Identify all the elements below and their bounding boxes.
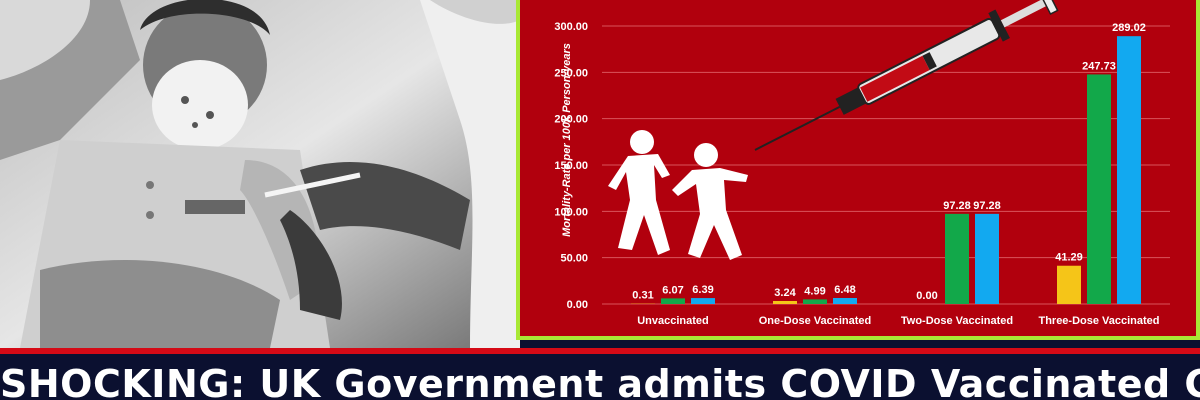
- photo-syringe-icon: [264, 172, 361, 198]
- y-axis-label: Mortality-Rate per 100k Person-years: [561, 43, 573, 237]
- bar: [833, 297, 857, 304]
- y-tick-label: 0.00: [567, 299, 588, 311]
- bar: [691, 298, 715, 304]
- data-label: 0.31: [632, 290, 653, 302]
- data-label: 6.48: [834, 284, 855, 296]
- adult-mask-icon: [0, 0, 90, 80]
- data-label: 41.29: [1055, 252, 1083, 264]
- bar: [773, 300, 797, 304]
- data-label: 0.00: [916, 290, 937, 302]
- vaccination-photo: [0, 0, 520, 348]
- children-silhouette-icon: [608, 130, 748, 260]
- bar: [1117, 36, 1141, 304]
- headline: SHOCKING: UK Government admits COVID Vac…: [0, 362, 1200, 400]
- y-tick-label: 100.00: [554, 206, 588, 218]
- x-category-label: Three-Dose Vaccinated: [1038, 315, 1159, 327]
- x-axis-categories: Unvaccinated One-Dose Vaccinated Two-Dose …: [637, 315, 1159, 327]
- data-label: 6.07: [662, 284, 683, 296]
- data-label: 3.24: [774, 287, 796, 299]
- mortality-chart-panel: 0.00 50.00 100.00 150.00 200.00 250.00 300.00 …: [516, 0, 1200, 340]
- x-category-label: Unvaccinated: [637, 315, 709, 327]
- syringe-icon: [754, 0, 1059, 151]
- child-face-mask-icon: [152, 60, 248, 150]
- y-tick-label: 50.00: [560, 253, 588, 265]
- data-label: 97.28: [943, 200, 971, 212]
- data-label: 97.28: [973, 200, 1001, 212]
- vaccination-photo-illustration: [0, 0, 520, 348]
- nurse-mask-icon: [430, 0, 520, 24]
- data-labels: 0.31 6.07 6.39 3.24 4.99 6.48 0.00 97.28 97.28 41…: [632, 22, 1146, 302]
- bar: [661, 298, 685, 304]
- y-tick-label: 200.00: [554, 114, 588, 126]
- accent-divider: [0, 348, 1200, 354]
- data-label: 6.39: [692, 284, 713, 296]
- gloved-hand-icon: [300, 161, 470, 250]
- y-tick-label: 150.00: [554, 160, 588, 172]
- bar: [803, 299, 827, 304]
- chart-bars: [631, 36, 1141, 305]
- bar: [1087, 74, 1111, 305]
- data-label: 4.99: [804, 285, 825, 297]
- y-axis-ticks: 0.00 50.00 100.00 150.00 200.00 250.00 300.00: [554, 21, 588, 311]
- parent-hand: [40, 260, 280, 348]
- bar: [945, 213, 969, 304]
- headline-banner: SHOCKING: UK Government admits COVID Vac…: [0, 354, 1200, 400]
- y-tick-label: 300.00: [554, 21, 588, 33]
- y-tick-label: 250.00: [554, 67, 588, 79]
- bar: [975, 213, 999, 304]
- bar: [1057, 265, 1081, 304]
- data-label: 247.73: [1082, 60, 1116, 72]
- data-label: 289.02: [1112, 22, 1146, 34]
- x-category-label: One-Dose Vaccinated: [759, 315, 872, 327]
- x-category-label: Two-Dose Vaccinated: [901, 315, 1013, 327]
- mortality-bar-chart: 0.0050.00100.00150.00200.00250.00300.00 …: [554, 0, 1170, 327]
